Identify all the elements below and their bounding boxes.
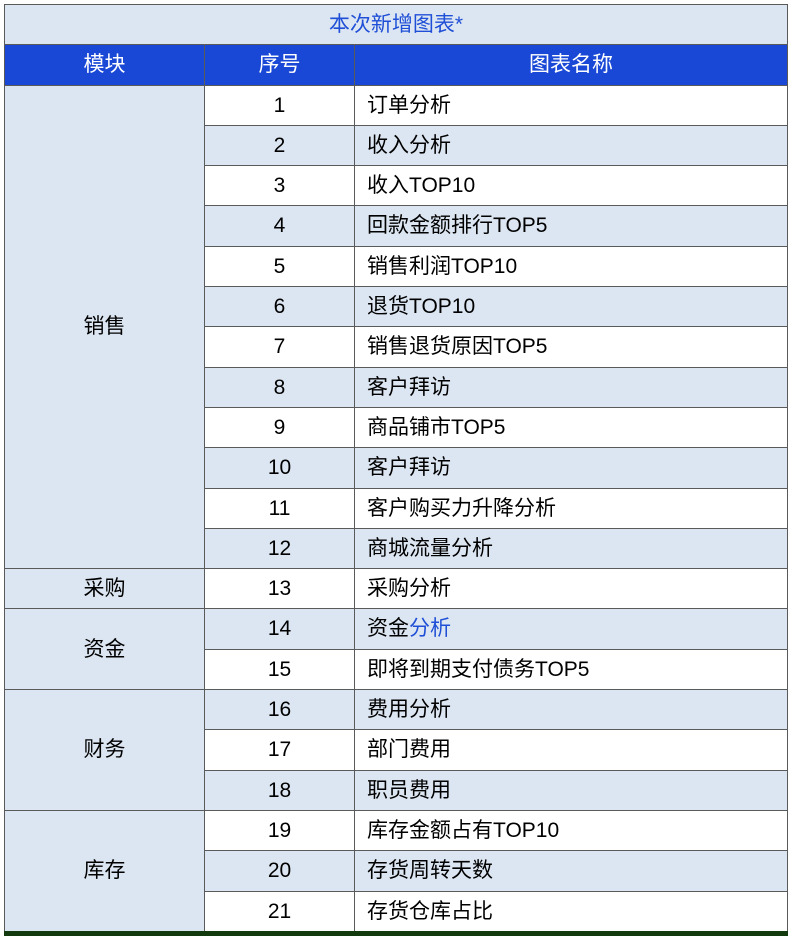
chart-name: 存货周转天数 bbox=[355, 851, 788, 891]
row-number: 13 bbox=[205, 569, 355, 609]
row-number: 3 bbox=[205, 166, 355, 206]
row-number: 9 bbox=[205, 407, 355, 447]
table-title: 本次新增图表* bbox=[5, 5, 788, 45]
col-header-name: 图表名称 bbox=[355, 45, 788, 85]
chart-name: 销售退货原因TOP5 bbox=[355, 327, 788, 367]
chart-name: 订单分析 bbox=[355, 85, 788, 125]
row-number: 6 bbox=[205, 287, 355, 327]
col-header-module: 模块 bbox=[5, 45, 205, 85]
chart-name: 商品铺市TOP5 bbox=[355, 407, 788, 447]
module-cell: 财务 bbox=[5, 690, 205, 811]
charts-table: 本次新增图表* 模块 序号 图表名称 销售1订单分析2收入分析3收入TOP104… bbox=[4, 4, 788, 936]
row-number: 16 bbox=[205, 690, 355, 730]
chart-name: 客户购买力升降分析 bbox=[355, 488, 788, 528]
chart-name: 采购分析 bbox=[355, 569, 788, 609]
table-title-row: 本次新增图表* bbox=[5, 5, 788, 45]
chart-name: 商城流量分析 bbox=[355, 528, 788, 568]
chart-name: 客户拜访 bbox=[355, 448, 788, 488]
table-row: 财务16费用分析 bbox=[5, 690, 788, 730]
chart-name: 客户拜访 bbox=[355, 367, 788, 407]
row-number: 15 bbox=[205, 649, 355, 689]
row-number: 1 bbox=[205, 85, 355, 125]
row-number: 12 bbox=[205, 528, 355, 568]
row-number: 2 bbox=[205, 125, 355, 165]
chart-name: 即将到期支付债务TOP5 bbox=[355, 649, 788, 689]
row-number: 21 bbox=[205, 891, 355, 933]
table-header-row: 模块 序号 图表名称 bbox=[5, 45, 788, 85]
chart-name: 库存金额占有TOP10 bbox=[355, 810, 788, 850]
chart-name: 销售利润TOP10 bbox=[355, 246, 788, 286]
row-number: 18 bbox=[205, 770, 355, 810]
module-cell: 销售 bbox=[5, 85, 205, 569]
chart-name: 收入TOP10 bbox=[355, 166, 788, 206]
row-number: 8 bbox=[205, 367, 355, 407]
row-number: 4 bbox=[205, 206, 355, 246]
row-number: 11 bbox=[205, 488, 355, 528]
chart-name: 费用分析 bbox=[355, 690, 788, 730]
chart-name: 存货仓库占比 bbox=[355, 891, 788, 933]
table-row: 库存19库存金额占有TOP10 bbox=[5, 810, 788, 850]
row-number: 5 bbox=[205, 246, 355, 286]
table-row: 销售1订单分析 bbox=[5, 85, 788, 125]
chart-name: 收入分析 bbox=[355, 125, 788, 165]
module-cell: 资金 bbox=[5, 609, 205, 690]
chart-name: 职员费用 bbox=[355, 770, 788, 810]
chart-name: 资金分析 bbox=[355, 609, 788, 649]
row-number: 19 bbox=[205, 810, 355, 850]
table-row: 资金 14资金分析 bbox=[5, 609, 788, 649]
module-cell: 库存 bbox=[5, 810, 205, 933]
col-header-num: 序号 bbox=[205, 45, 355, 85]
row-number: 20 bbox=[205, 851, 355, 891]
chart-name-part: 资金 bbox=[367, 617, 409, 640]
row-number: 10 bbox=[205, 448, 355, 488]
table-row: 采购13采购分析 bbox=[5, 569, 788, 609]
chart-name: 部门费用 bbox=[355, 730, 788, 770]
chart-name: 退货TOP10 bbox=[355, 287, 788, 327]
row-number: 17 bbox=[205, 730, 355, 770]
module-cell: 采购 bbox=[5, 569, 205, 609]
chart-name-link-part: 分析 bbox=[409, 617, 451, 640]
row-number: 7 bbox=[205, 327, 355, 367]
chart-name: 回款金额排行TOP5 bbox=[355, 206, 788, 246]
row-number: 14 bbox=[205, 609, 355, 649]
